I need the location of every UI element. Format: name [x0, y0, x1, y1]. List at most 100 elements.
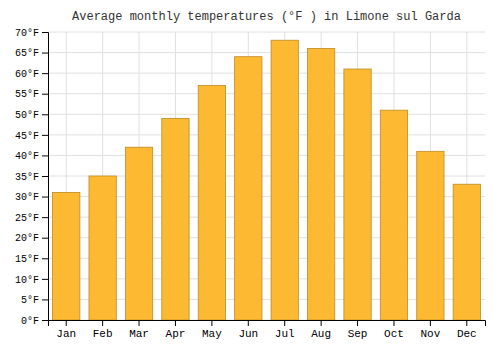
- x-axis-line: [49, 321, 486, 327]
- x-axis: Jan Feb Mar Apr May Jun Jul Aug Sep Oct Nov Dec: [49, 320, 486, 340]
- y-tick-label: 65°F: [15, 48, 39, 59]
- bar: [125, 147, 152, 320]
- y-tick-mark: [42, 94, 48, 95]
- x-tick-label: Dec: [457, 328, 477, 340]
- grid-line-y: [48, 52, 485, 53]
- y-tick: 10°F: [15, 275, 48, 286]
- y-tick: 70°F: [15, 28, 48, 39]
- y-tick: 65°F: [15, 48, 48, 59]
- y-tick-label: 20°F: [15, 233, 39, 244]
- x-tick-mark: [139, 320, 140, 326]
- bars: [53, 40, 481, 320]
- y-tick-mark: [42, 53, 48, 54]
- x-tick: Jun: [238, 320, 258, 340]
- y-tick-label: 25°F: [15, 213, 39, 224]
- y-tick-label: 0°F: [21, 316, 39, 327]
- grid-line-y: [48, 134, 485, 135]
- chart-svg: Jan Feb Mar Apr May Jun Jul Aug Sep Oct Nov Dec 0°F 5…: [0, 0, 500, 350]
- x-tick-label: Sep: [348, 328, 368, 340]
- x-tick-mark: [357, 320, 358, 326]
- bar: [344, 69, 371, 320]
- y-tick: 25°F: [15, 213, 48, 224]
- x-tick: Aug: [311, 320, 331, 340]
- y-tick-label: 40°F: [15, 151, 39, 162]
- y-tick-label: 45°F: [15, 131, 39, 142]
- grid-line-y: [48, 32, 485, 33]
- y-axis: 0°F5°F10°F15°F20°F25°F30°F35°F40°F45°F50…: [15, 28, 49, 327]
- x-tick: Apr: [166, 320, 186, 340]
- y-tick-mark: [42, 299, 48, 300]
- x-tick-mark: [66, 320, 67, 326]
- y-tick: 20°F: [15, 233, 48, 244]
- x-tick-label: Oct: [384, 328, 404, 340]
- x-tick: Mar: [129, 320, 149, 340]
- y-tick: 55°F: [15, 89, 48, 100]
- x-tick-label: Jul: [275, 328, 295, 340]
- x-tick: May: [202, 320, 222, 340]
- y-axis-line: [42, 33, 49, 321]
- x-tick-label: Jun: [238, 328, 258, 340]
- x-tick: Oct: [384, 320, 404, 340]
- y-tick: 50°F: [15, 110, 48, 121]
- y-tick-mark: [42, 114, 48, 115]
- y-tick-mark: [42, 258, 48, 259]
- y-tick-label: 15°F: [15, 254, 39, 265]
- y-tick-mark: [42, 32, 48, 33]
- grid-line-y: [48, 114, 485, 115]
- y-tick-mark: [42, 238, 48, 239]
- y-tick-label: 50°F: [15, 110, 39, 121]
- bar: [162, 118, 189, 320]
- x-tick: Feb: [93, 320, 113, 340]
- bar: [271, 40, 298, 320]
- y-tick: 5°F: [21, 295, 48, 306]
- grid-line-y: [48, 93, 485, 94]
- x-tick-mark: [393, 320, 394, 326]
- x-tick-mark: [211, 320, 212, 326]
- y-tick: 0°F: [21, 316, 48, 327]
- x-tick-label: Nov: [420, 328, 440, 340]
- x-tick: Nov: [420, 320, 440, 340]
- chart-container: Jan Feb Mar Apr May Jun Jul Aug Sep Oct Nov Dec 0°F 5…: [0, 0, 500, 350]
- x-tick-mark: [430, 320, 431, 326]
- y-tick-label: 10°F: [15, 275, 39, 286]
- y-tick: 40°F: [15, 151, 48, 162]
- x-tick-label: Aug: [311, 328, 331, 340]
- y-tick-mark: [42, 73, 48, 74]
- x-tick: Sep: [348, 320, 368, 340]
- y-tick-label: 70°F: [15, 28, 39, 39]
- y-tick-mark: [42, 155, 48, 156]
- y-tick-mark: [42, 135, 48, 136]
- y-tick: 45°F: [15, 131, 48, 142]
- y-tick-mark: [42, 279, 48, 280]
- y-tick: 60°F: [15, 69, 48, 80]
- x-tick-mark: [248, 320, 249, 326]
- y-tick-label: 60°F: [15, 69, 39, 80]
- y-tick-mark: [42, 197, 48, 198]
- x-tick-label: Mar: [129, 328, 149, 340]
- y-tick-mark: [42, 176, 48, 177]
- bar: [235, 57, 262, 320]
- y-tick-label: 5°F: [21, 295, 39, 306]
- y-tick: 35°F: [15, 172, 48, 183]
- x-tick-mark: [466, 320, 467, 326]
- y-tick-label: 55°F: [15, 89, 39, 100]
- x-tick-label: Jan: [56, 328, 76, 340]
- y-tick-mark: [42, 217, 48, 218]
- bar: [453, 184, 480, 320]
- x-tick-mark: [102, 320, 103, 326]
- x-tick-label: May: [202, 328, 222, 340]
- y-tick-mark: [42, 320, 48, 321]
- y-tick: 15°F: [15, 254, 48, 265]
- bar: [307, 48, 334, 320]
- x-tick-label: Apr: [166, 328, 186, 340]
- plot-area: Jan Feb Mar Apr May Jun Jul Aug Sep Oct Nov Dec 0°F 5…: [15, 28, 486, 340]
- x-tick-label: Feb: [93, 328, 113, 340]
- x-tick: Jul: [275, 320, 295, 340]
- bar: [417, 151, 444, 320]
- grid: [48, 32, 485, 320]
- grid-line-y: [48, 73, 485, 74]
- bar: [198, 85, 225, 320]
- x-tick-mark: [321, 320, 322, 326]
- x-tick: Dec: [457, 320, 477, 340]
- y-tick-label: 35°F: [15, 172, 39, 183]
